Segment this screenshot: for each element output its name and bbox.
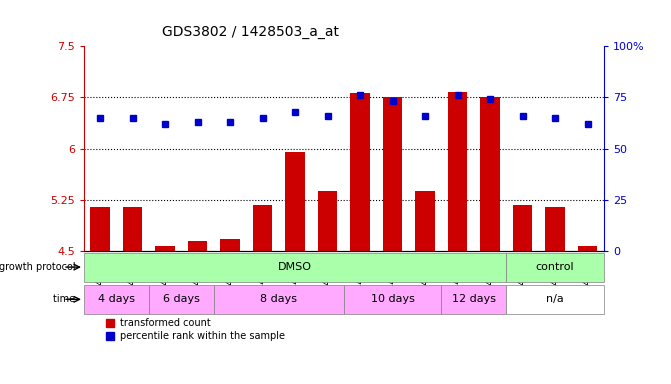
FancyBboxPatch shape — [507, 285, 604, 314]
Text: DMSO: DMSO — [278, 262, 312, 272]
FancyBboxPatch shape — [149, 285, 214, 314]
Bar — [156, 246, 175, 251]
Bar — [220, 239, 240, 251]
FancyBboxPatch shape — [507, 253, 604, 281]
Bar — [415, 191, 435, 251]
Bar — [546, 207, 565, 251]
Bar — [318, 191, 338, 251]
Text: 4 days: 4 days — [98, 294, 135, 304]
Text: transformed count: transformed count — [120, 318, 211, 328]
Text: time: time — [54, 294, 79, 304]
Text: GDS3802 / 1428503_a_at: GDS3802 / 1428503_a_at — [162, 25, 339, 39]
Bar — [383, 97, 403, 251]
Bar — [188, 241, 207, 251]
Bar — [513, 205, 532, 251]
Bar — [578, 246, 597, 251]
Bar — [285, 152, 305, 251]
Text: n/a: n/a — [546, 294, 564, 304]
Text: growth protocol: growth protocol — [0, 262, 79, 272]
Text: 10 days: 10 days — [370, 294, 415, 304]
FancyBboxPatch shape — [84, 253, 507, 281]
Text: 6 days: 6 days — [163, 294, 200, 304]
Text: 12 days: 12 days — [452, 294, 496, 304]
Bar — [448, 92, 468, 251]
Bar — [123, 207, 142, 251]
Text: percentile rank within the sample: percentile rank within the sample — [120, 331, 285, 341]
Bar — [480, 97, 500, 251]
Text: control: control — [536, 262, 574, 272]
Bar — [91, 207, 110, 251]
FancyBboxPatch shape — [84, 285, 149, 314]
Bar — [350, 93, 370, 251]
Bar — [253, 205, 272, 251]
FancyBboxPatch shape — [214, 285, 344, 314]
FancyBboxPatch shape — [442, 285, 507, 314]
Text: 8 days: 8 days — [260, 294, 297, 304]
FancyBboxPatch shape — [344, 285, 442, 314]
